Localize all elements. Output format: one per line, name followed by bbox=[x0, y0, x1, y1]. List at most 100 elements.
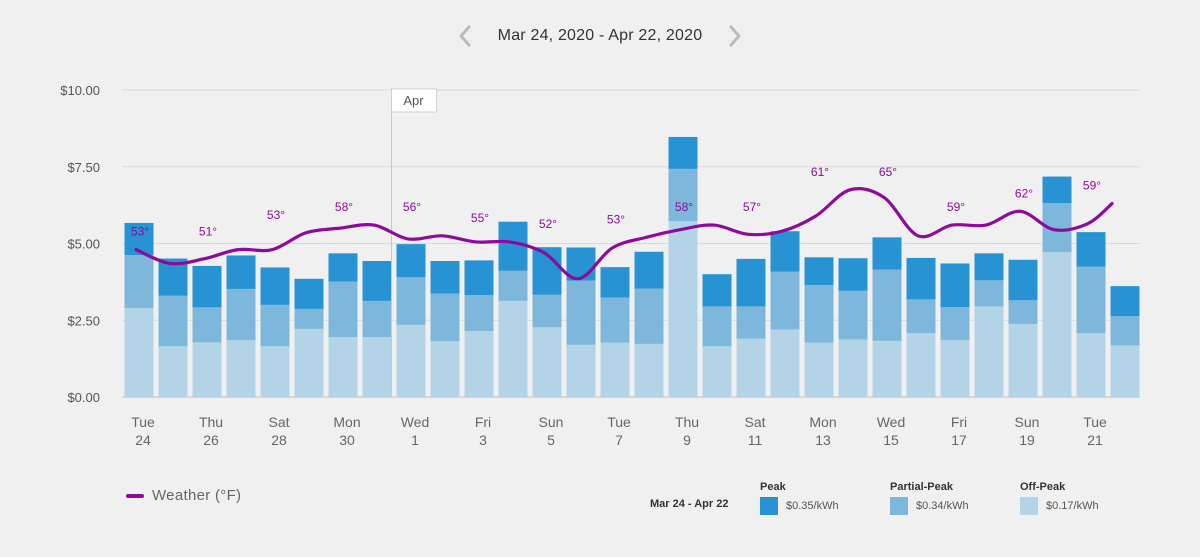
bar-segment-off-peak bbox=[192, 342, 222, 397]
bar-segment-off-peak bbox=[634, 343, 664, 397]
x-tick-date: 5 bbox=[547, 432, 555, 448]
bar-segment-off-peak bbox=[872, 340, 902, 397]
x-tick-day: Tue bbox=[1083, 414, 1107, 430]
x-tick-day: Sat bbox=[744, 414, 765, 430]
bar-segment-partial-peak bbox=[872, 269, 902, 341]
x-tick-date: 15 bbox=[883, 432, 899, 448]
bar-segment-off-peak bbox=[1008, 323, 1038, 397]
bar-segment-partial-peak bbox=[668, 168, 698, 222]
bar-segment-peak bbox=[940, 263, 970, 308]
temperature-label: 62° bbox=[1015, 186, 1033, 200]
previous-period-button[interactable] bbox=[454, 21, 476, 51]
weather-legend-label: Weather (°F) bbox=[152, 487, 242, 504]
temperature-label: 51° bbox=[199, 225, 217, 239]
bar-segment-partial-peak bbox=[1008, 300, 1038, 324]
x-tick-day: Fri bbox=[951, 414, 967, 430]
rate-legend-off-peak: Off-Peak $0.17/kWh bbox=[1020, 481, 1099, 515]
peak-swatch bbox=[760, 497, 778, 515]
temperature-label: 53° bbox=[131, 225, 149, 239]
bar-segment-off-peak bbox=[1042, 252, 1072, 397]
bar-segment-partial-peak bbox=[770, 271, 800, 330]
usage-cost-chart: $0.00 $2.50 $5.00 $7.50 $10.00 Apr Tue 24 Thu 26 S… bbox=[60, 83, 1140, 448]
bar-segment-peak bbox=[192, 265, 222, 308]
bar-segment-off-peak bbox=[396, 324, 426, 397]
x-tick-date: 11 bbox=[748, 432, 763, 448]
chevron-right-icon bbox=[729, 25, 741, 47]
x-tick-date: 28 bbox=[271, 432, 287, 448]
bar-segment-partial-peak bbox=[566, 280, 596, 345]
bar-segment-peak bbox=[702, 274, 732, 307]
weather-line bbox=[134, 187, 1114, 281]
bar-segment-partial-peak bbox=[906, 299, 936, 334]
chevron-left-icon bbox=[459, 25, 471, 47]
temperature-label: 55° bbox=[471, 211, 489, 225]
x-tick-day: Sun bbox=[539, 414, 564, 430]
bar-segment-peak bbox=[906, 257, 936, 300]
y-tick-label: $5.00 bbox=[67, 237, 100, 252]
temperature-label: 52° bbox=[539, 217, 557, 231]
x-tick-day: Sat bbox=[268, 414, 289, 430]
bar-segment-peak bbox=[600, 267, 630, 298]
temperature-label: 57° bbox=[743, 200, 761, 214]
y-tick-label: $2.50 bbox=[67, 313, 100, 328]
bar-segment-off-peak bbox=[668, 221, 698, 397]
bar-segment-partial-peak bbox=[158, 295, 188, 347]
bar-segment-partial-peak bbox=[804, 284, 834, 343]
bar-segment-partial-peak bbox=[430, 293, 460, 342]
bar-segment-peak bbox=[1076, 232, 1106, 267]
bar-segment-peak bbox=[736, 258, 766, 307]
bar-segment-off-peak bbox=[124, 307, 154, 397]
bar-segment-peak bbox=[668, 136, 698, 169]
x-tick-day: Mon bbox=[333, 414, 360, 430]
bar-segment-partial-peak bbox=[940, 307, 970, 341]
temperature-label: 59° bbox=[1083, 179, 1101, 193]
x-tick-date: 13 bbox=[815, 432, 831, 448]
rate-name: Peak bbox=[760, 481, 786, 493]
x-tick-day: Tue bbox=[131, 414, 155, 430]
x-tick-day: Fri bbox=[475, 414, 491, 430]
bar-segment-peak bbox=[804, 257, 834, 285]
bar-segment-partial-peak bbox=[260, 304, 290, 347]
bar-segment-partial-peak bbox=[192, 307, 222, 343]
x-tick-day: Wed bbox=[877, 414, 906, 430]
x-tick-date: 26 bbox=[203, 432, 219, 448]
bar-segment-peak bbox=[872, 237, 902, 270]
x-tick-day: Thu bbox=[199, 414, 223, 430]
bar-segment-peak bbox=[430, 260, 460, 294]
next-period-button[interactable] bbox=[724, 21, 746, 51]
month-marker-label: Apr bbox=[403, 93, 424, 108]
bar-segment-off-peak bbox=[260, 346, 290, 397]
bar-segment-peak bbox=[1042, 176, 1072, 203]
temperature-label: 58° bbox=[675, 200, 693, 214]
bar-segment-off-peak bbox=[158, 346, 188, 397]
bar-segment-off-peak bbox=[1110, 345, 1140, 397]
bar-segment-peak bbox=[566, 247, 596, 281]
temperature-label: 56° bbox=[403, 200, 421, 214]
bar-segment-off-peak bbox=[974, 306, 1004, 397]
bar-segment-off-peak bbox=[906, 333, 936, 397]
bar-segment-partial-peak bbox=[396, 277, 426, 325]
rate-legend-partial-peak: Partial-Peak $0.34/kWh bbox=[890, 481, 969, 515]
bar-segment-off-peak bbox=[838, 339, 868, 397]
bar-segment-off-peak bbox=[770, 329, 800, 397]
bar-segment-peak bbox=[1008, 259, 1038, 301]
bar-segment-peak bbox=[498, 221, 528, 271]
bar-segment-off-peak bbox=[464, 330, 494, 397]
bar-segment-peak bbox=[226, 255, 256, 289]
bar-segment-partial-peak bbox=[498, 270, 528, 301]
x-tick-day: Sun bbox=[1015, 414, 1040, 430]
bar-segment-partial-peak bbox=[838, 290, 868, 340]
bar-segment-partial-peak bbox=[600, 297, 630, 343]
bar-segment-partial-peak bbox=[634, 288, 664, 344]
x-tick-date: 17 bbox=[951, 432, 967, 448]
bar-segment-off-peak bbox=[498, 300, 528, 397]
bar-segment-peak bbox=[974, 253, 1004, 281]
rate-period-label: Mar 24 - Apr 22 bbox=[650, 498, 729, 510]
bar-segment-off-peak bbox=[362, 337, 392, 397]
month-marker-box bbox=[391, 88, 437, 113]
bar-segment-off-peak bbox=[328, 337, 358, 397]
rate-name: Off-Peak bbox=[1020, 481, 1066, 493]
y-tick-label: $0.00 bbox=[67, 390, 100, 405]
bar-segment-peak bbox=[362, 260, 392, 301]
bar-segment-off-peak bbox=[736, 338, 766, 397]
